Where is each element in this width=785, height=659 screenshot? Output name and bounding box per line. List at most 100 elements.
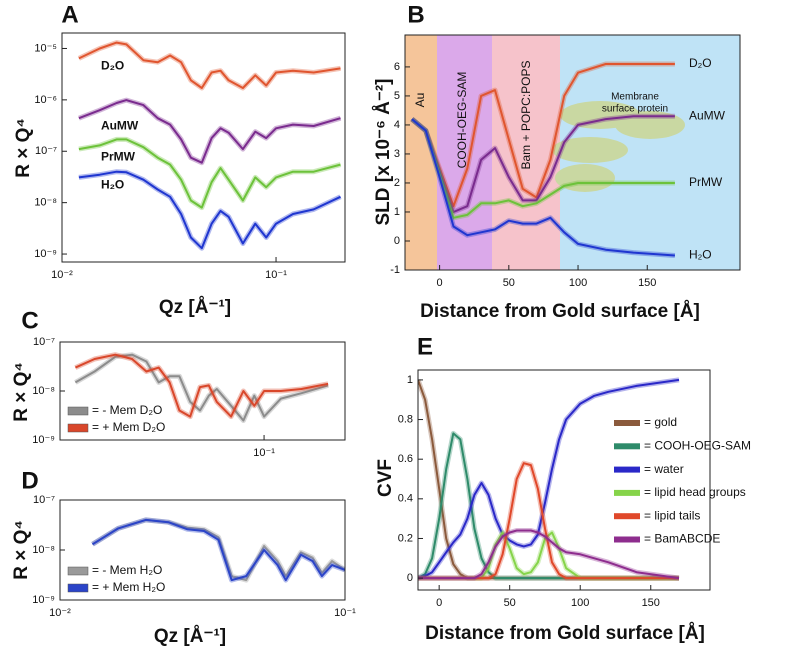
plot-frame [61, 32, 346, 263]
protein-shape [615, 111, 685, 139]
x-tick-label: 50 [503, 277, 515, 289]
series-label: PrMW [689, 175, 723, 189]
y-tick-label: 5 [394, 90, 400, 102]
y-tick-label: 10⁻⁸ [32, 385, 55, 397]
legend-label: = water [644, 462, 684, 476]
panel-label: E [417, 333, 433, 360]
legend-swatch [614, 536, 640, 543]
annotation: Au [413, 93, 427, 108]
legend-label: = gold [644, 415, 677, 429]
plot-area [91, 517, 345, 583]
y-tick-label: 0.2 [398, 532, 413, 544]
plot-area [418, 377, 680, 581]
legend-swatch [614, 489, 640, 496]
x-tick-label: 10⁻¹ [334, 607, 356, 619]
y-tick-label: 10⁻⁷ [33, 336, 55, 348]
legend-label: = + Mem D₂O [92, 420, 165, 434]
annotation: Membrane [611, 92, 659, 103]
sam-region [437, 35, 492, 270]
curve [78, 99, 341, 164]
legend-label: = COOH-OEG-SAM [644, 438, 751, 452]
x-tick-label: 10⁻¹ [265, 269, 287, 281]
plot-area [410, 61, 676, 258]
y-tick-label: 10⁻⁷ [35, 145, 57, 157]
plot-area [74, 352, 329, 423]
bilayer-region [492, 35, 560, 270]
legend-label: = lipid tails [644, 508, 700, 522]
legend-swatch [67, 406, 89, 416]
legend-swatch [614, 443, 640, 450]
series-label: D₂O [689, 56, 712, 70]
y-tick-label: 0 [394, 235, 400, 247]
legend-swatch [67, 583, 89, 593]
curve [78, 41, 341, 89]
x-tick-label: 10⁻² [51, 269, 73, 281]
series-label: H₂O [101, 178, 124, 192]
y-tick-label: 10⁻⁵ [34, 42, 57, 54]
legend-swatch [614, 466, 640, 473]
legend-label: = + Mem H₂O [92, 580, 165, 594]
x-tick-label: 10⁻² [49, 607, 71, 619]
y-tick-label: 6 [394, 61, 400, 73]
plot-frame [404, 34, 741, 271]
plot-area [77, 40, 342, 251]
plot-frame [417, 369, 711, 591]
y-axis-title: R × Q⁴ [11, 362, 32, 422]
x-tick-label: 50 [504, 597, 516, 609]
y-tick-label: 10⁻⁷ [33, 494, 55, 506]
curve [411, 118, 675, 257]
panel-label: C [21, 307, 38, 334]
legend-label: = lipid head groups [644, 485, 746, 499]
y-axis-title: SLD [x 10⁻⁶ Å⁻²] [373, 78, 394, 225]
legend-label: = - Mem D₂O [92, 403, 162, 417]
y-tick-label: 0.4 [398, 493, 413, 505]
y-tick-label: 0.8 [398, 413, 413, 425]
y-tick-label: 10⁻⁹ [32, 434, 55, 446]
y-axis-title: R × Q⁴ [11, 520, 32, 580]
y-tick-label: 10⁻⁹ [34, 248, 57, 260]
x-axis-title: Qz [Å⁻¹] [159, 297, 231, 318]
y-tick-label: 10⁻⁸ [32, 544, 55, 556]
y-axis-title: CVF [375, 459, 396, 497]
x-tick-label: 100 [569, 277, 587, 289]
curve [78, 170, 341, 250]
legend-swatch [67, 423, 89, 433]
series-label: D₂O [101, 59, 124, 73]
y-tick-label: 0.6 [398, 453, 413, 465]
panel-label: B [407, 1, 424, 28]
y-tick-label: 10⁻⁶ [34, 94, 57, 106]
y-tick-label: 0 [407, 572, 413, 584]
curve [418, 378, 680, 580]
legend-label: = BamABCDE [644, 532, 720, 546]
curve [74, 353, 329, 422]
y-tick-label: -1 [390, 264, 400, 276]
series-label: AuMW [689, 108, 726, 122]
annotation: Bam + POPC:POPS [519, 60, 533, 169]
curve [418, 529, 680, 580]
protein-shape [552, 137, 628, 163]
series-label: PrMW [101, 149, 136, 163]
x-tick-label: 0 [436, 597, 442, 609]
x-axis-title: Distance from Gold surface [Å] [420, 301, 700, 322]
legend-swatch [614, 420, 640, 426]
annotation: COOH-OEG-SAM [455, 72, 469, 169]
y-tick-label: 1 [394, 206, 400, 218]
x-axis-title: Distance from Gold surface [Å] [425, 623, 705, 644]
y-tick-label: 1 [407, 374, 413, 386]
x-axis-title: Qz [Å⁻¹] [154, 626, 226, 647]
series-label: H₂O [689, 248, 712, 262]
x-tick-label: 0 [437, 277, 443, 289]
legend-swatch [67, 566, 89, 576]
y-tick-label: 2 [394, 177, 400, 189]
curve [74, 353, 329, 418]
panel-label: D [21, 467, 38, 494]
curve [78, 138, 341, 209]
annotation: surface protein [602, 104, 668, 115]
legend-label: = - Mem H₂O [92, 563, 162, 577]
x-tick-label: 10⁻¹ [253, 447, 275, 459]
x-tick-label: 150 [642, 597, 660, 609]
curve [411, 63, 675, 208]
series-label: AuMW [101, 118, 139, 132]
y-tick-label: 3 [394, 148, 400, 160]
